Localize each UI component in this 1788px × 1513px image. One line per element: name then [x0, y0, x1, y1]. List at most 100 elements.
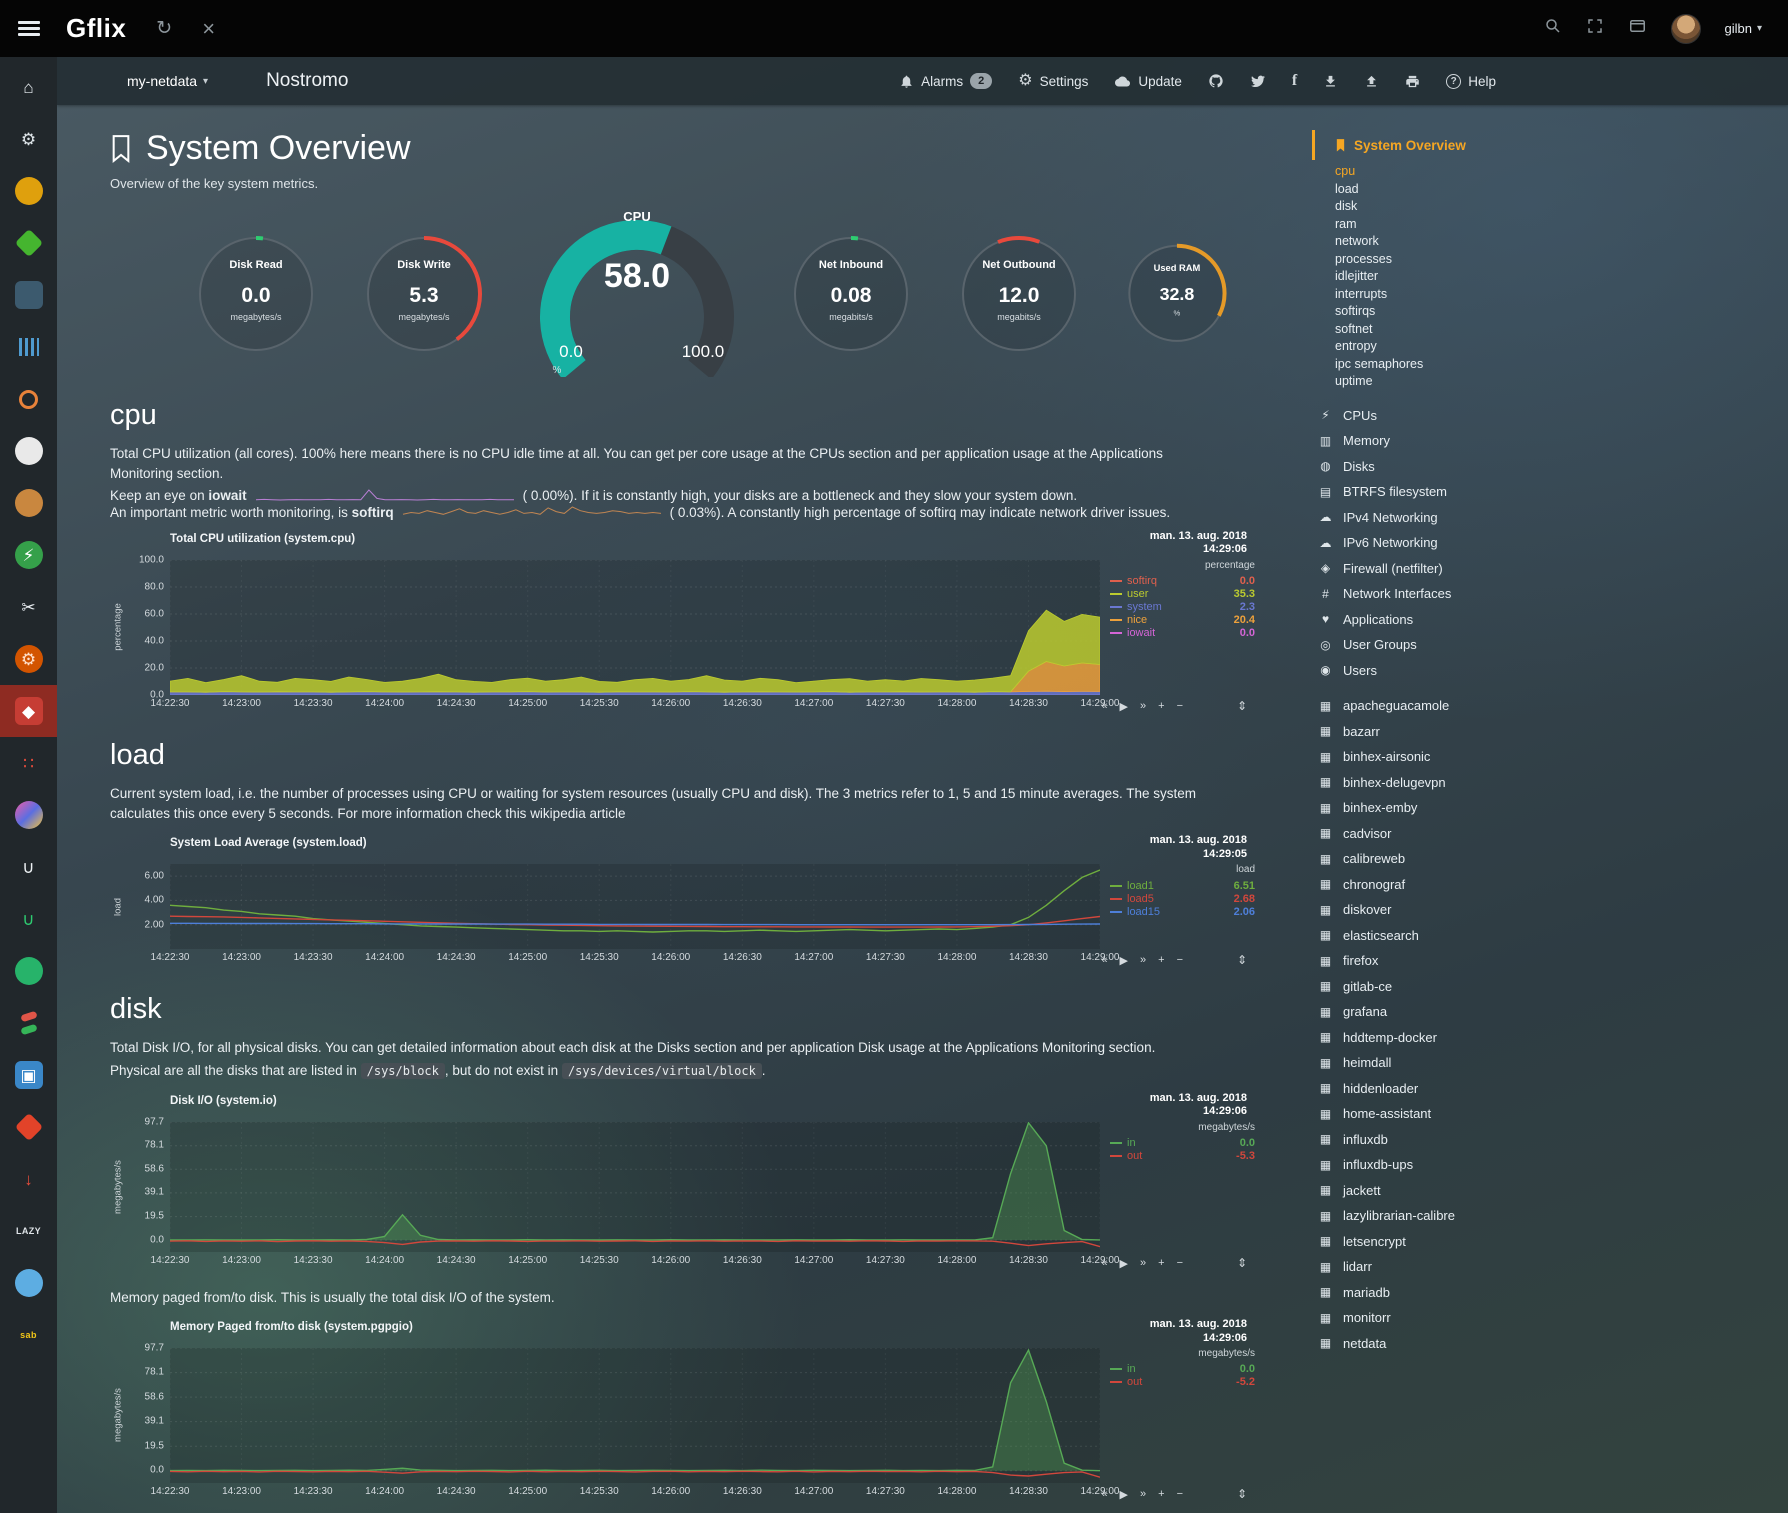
settings-button[interactable]: ⚙ Settings — [1018, 73, 1088, 89]
sidebar-item-system-overview[interactable]: System Overview — [1312, 130, 1788, 160]
play-button[interactable]: ▶ — [1120, 954, 1128, 967]
sidebar-app-settings[interactable]: ⚙ — [0, 113, 57, 165]
forward-button[interactable]: » — [1140, 1488, 1146, 1501]
zoom-in-button[interactable]: + — [1158, 1257, 1164, 1270]
sidebar-app-app-tan[interactable] — [0, 477, 57, 529]
sidebar-item-hddtemp-docker[interactable]: ▦hddtemp-docker — [1317, 1025, 1788, 1051]
sidebar-subitem-network[interactable]: network — [1335, 233, 1788, 251]
export-button[interactable] — [1364, 74, 1379, 89]
sidebar-item-lidarr[interactable]: ▦lidarr — [1317, 1254, 1788, 1280]
legend-row-load15[interactable]: load152.06 — [1110, 905, 1255, 918]
play-button[interactable]: ▶ — [1120, 700, 1128, 713]
sidebar-item-applications[interactable]: ♥Applications — [1317, 607, 1788, 633]
fullscreen-icon[interactable] — [1586, 17, 1604, 40]
sidebar-item-gitlab-ce[interactable]: ▦gitlab-ce — [1317, 974, 1788, 1000]
sidebar-subitem-idlejitter[interactable]: idlejitter — [1335, 268, 1788, 286]
sidebar-app-gitlab[interactable] — [0, 1101, 57, 1153]
sidebar-item-diskover[interactable]: ▦diskover — [1317, 897, 1788, 923]
sidebar-app-plex[interactable] — [0, 165, 57, 217]
sidebar-subitem-softirqs[interactable]: softirqs — [1335, 303, 1788, 321]
sidebar-item-memory[interactable]: ▥Memory — [1317, 428, 1788, 454]
sidebar-subitem-uptime[interactable]: uptime — [1335, 373, 1788, 391]
sidebar-app-nzbget[interactable]: ↓ — [0, 1153, 57, 1205]
sidebar-subitem-ipc-semaphores[interactable]: ipc semaphores — [1335, 356, 1788, 374]
refresh-icon[interactable]: ↻ — [156, 17, 172, 40]
help-button[interactable]: ? Help — [1446, 74, 1496, 89]
zoom-in-button[interactable]: + — [1158, 954, 1164, 967]
sidebar-subitem-interrupts[interactable]: interrupts — [1335, 286, 1788, 304]
server-dropdown[interactable]: my-netdata ▾ — [127, 73, 208, 89]
zoom-out-button[interactable]: − — [1177, 700, 1183, 713]
sidebar-item-apacheguacamole[interactable]: ▦apacheguacamole — [1317, 693, 1788, 719]
legend-row-system[interactable]: system2.3 — [1110, 601, 1255, 614]
legend-row-in[interactable]: in0.0 — [1110, 1137, 1255, 1150]
browser-window-icon[interactable] — [1628, 17, 1647, 40]
import-button[interactable] — [1323, 74, 1338, 89]
legend-row-iowait[interactable]: iowait0.0 — [1110, 627, 1255, 640]
backward-button[interactable]: « — [1101, 700, 1107, 713]
sidebar-app-airsonic[interactable] — [0, 321, 57, 373]
forward-button[interactable]: » — [1140, 954, 1146, 967]
print-button[interactable] — [1405, 74, 1420, 89]
chart-canvas-cpu[interactable] — [170, 560, 1100, 695]
sidebar-subitem-cpu[interactable]: cpu — [1335, 163, 1788, 181]
sidebar-item-heimdall[interactable]: ▦heimdall — [1317, 1050, 1788, 1076]
sidebar-item-calibreweb[interactable]: ▦calibreweb — [1317, 846, 1788, 872]
legend-row-load5[interactable]: load52.68 — [1110, 892, 1255, 905]
sidebar-app-dots-app[interactable]: ∷ — [0, 737, 57, 789]
sidebar-app-ombi[interactable] — [0, 789, 57, 841]
zoom-out-button[interactable]: − — [1177, 1257, 1183, 1270]
sidebar-item-home-assistant[interactable]: ▦home-assistant — [1317, 1101, 1788, 1127]
forward-button[interactable]: » — [1140, 1257, 1146, 1270]
sidebar-item-letsencrypt[interactable]: ▦letsencrypt — [1317, 1229, 1788, 1255]
sidebar-item-cpus[interactable]: ⚡CPUs — [1317, 403, 1788, 429]
user-menu[interactable]: gilbn ▾ — [1725, 21, 1763, 36]
chart-canvas-disk[interactable] — [170, 1122, 1100, 1252]
sidebar-item-elasticsearch[interactable]: ▦elasticsearch — [1317, 923, 1788, 949]
user-avatar[interactable] — [1671, 14, 1701, 44]
sidebar-item-hiddenloader[interactable]: ▦hiddenloader — [1317, 1076, 1788, 1102]
sidebar-subitem-processes[interactable]: processes — [1335, 251, 1788, 269]
legend-row-out[interactable]: out-5.2 — [1110, 1376, 1255, 1389]
sidebar-item-disks[interactable]: ◍Disks — [1317, 454, 1788, 480]
resize-handle[interactable]: ⇕ — [1237, 953, 1247, 967]
sidebar-app-bolt-app[interactable]: ⚡ — [0, 529, 57, 581]
update-button[interactable]: Update — [1114, 74, 1182, 89]
close-icon[interactable]: × — [202, 16, 215, 42]
legend-row-in[interactable]: in0.0 — [1110, 1363, 1255, 1376]
sidebar-app-home[interactable]: ⌂ — [0, 61, 57, 113]
sidebar-subitem-disk[interactable]: disk — [1335, 198, 1788, 216]
sidebar-item-cadvisor[interactable]: ▦cadvisor — [1317, 821, 1788, 847]
backward-button[interactable]: « — [1101, 954, 1107, 967]
legend-row-out[interactable]: out-5.3 — [1110, 1150, 1255, 1163]
sidebar-item-user-groups[interactable]: ◎User Groups — [1317, 632, 1788, 658]
sidebar-item-influxdb[interactable]: ▦influxdb — [1317, 1127, 1788, 1153]
backward-button[interactable]: « — [1101, 1257, 1107, 1270]
github-button[interactable] — [1208, 73, 1224, 89]
sidebar-app-jackett-search[interactable] — [0, 373, 57, 425]
hamburger-menu-icon[interactable] — [18, 21, 40, 36]
search-icon[interactable] — [1544, 17, 1562, 40]
sidebar-item-binhex-airsonic[interactable]: ▦binhex-airsonic — [1317, 744, 1788, 770]
play-button[interactable]: ▶ — [1120, 1257, 1128, 1270]
legend-row-load1[interactable]: load16.51 — [1110, 879, 1255, 892]
sidebar-app-duplicati-app[interactable] — [0, 1257, 57, 1309]
chart-canvas-mem[interactable] — [170, 1348, 1100, 1483]
legend-row-softirq[interactable]: softirq0.0 — [1110, 575, 1255, 588]
wikipedia-link[interactable]: wikipedia article — [530, 806, 625, 821]
sidebar-subitem-load[interactable]: load — [1335, 181, 1788, 199]
sidebar-app-scissors-app[interactable]: ✂ — [0, 581, 57, 633]
sidebar-item-monitorr[interactable]: ▦monitorr — [1317, 1305, 1788, 1331]
resize-handle[interactable]: ⇕ — [1237, 1487, 1247, 1501]
sidebar-app-deluge-app[interactable] — [0, 945, 57, 997]
zoom-in-button[interactable]: + — [1158, 1488, 1164, 1501]
alarms-button[interactable]: Alarms 2 — [899, 73, 992, 89]
sidebar-app-gear-app[interactable]: ⚙ — [0, 633, 57, 685]
play-button[interactable]: ▶ — [1120, 1488, 1128, 1501]
sidebar-subitem-softnet[interactable]: softnet — [1335, 321, 1788, 339]
sidebar-subitem-entropy[interactable]: entropy — [1335, 338, 1788, 356]
sidebar-item-jackett[interactable]: ▦jackett — [1317, 1178, 1788, 1204]
facebook-button[interactable]: f — [1292, 72, 1297, 90]
forward-button[interactable]: » — [1140, 700, 1146, 713]
zoom-out-button[interactable]: − — [1177, 954, 1183, 967]
